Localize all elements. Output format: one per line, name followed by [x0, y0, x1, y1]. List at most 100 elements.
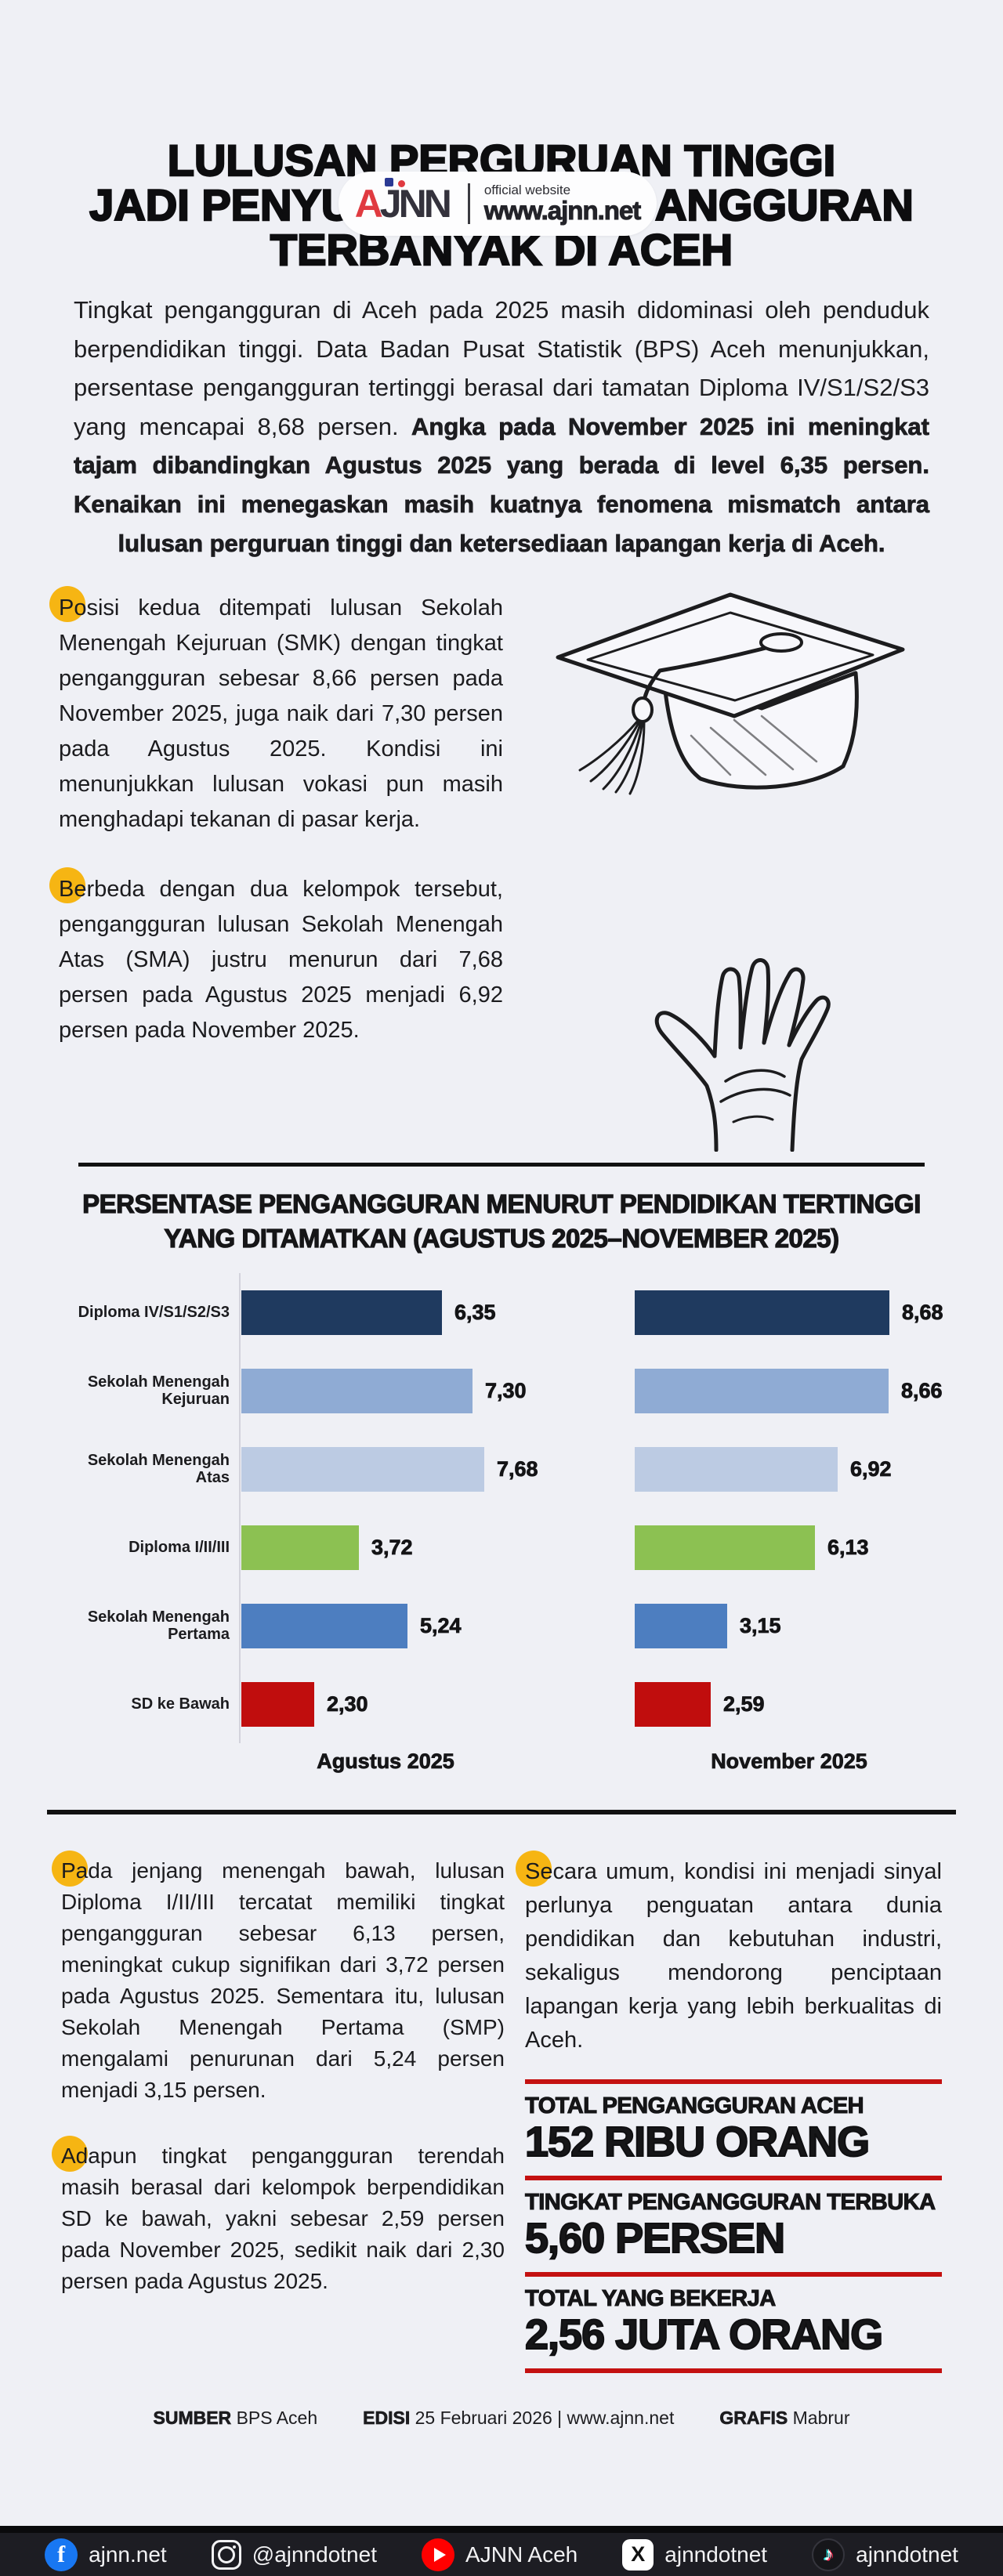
chart-title-line-2: YANG DITAMATKAN (AGUSTUS 2025–NOVEMBER 2… [164, 1224, 840, 1254]
logo-red-dot [397, 180, 405, 187]
bar-agustus [241, 1290, 442, 1335]
yellow-bullet-dot [49, 867, 85, 904]
chart-row: Diploma I/II/III 3,72 6,13 [51, 1508, 1003, 1587]
bullet-paragraph-sd: Adapun tingkat pengangguran terendah mas… [52, 2136, 505, 2297]
instagram-icon [211, 2539, 241, 2570]
bar-value: 6,92 [850, 1456, 892, 1481]
stat-value: 152 RIBU ORANG [524, 2118, 871, 2166]
chart-row: Sekolah Menengah Kejuruan 7,30 8,66 [51, 1351, 1003, 1431]
facebook-handle: ajnn.net [89, 2542, 167, 2567]
stat-tingkat-terbuka: TINGKAT PENGANGGURAN TERBUKA 5,60 PERSEN [524, 2176, 942, 2272]
chart-title: PERSENTASE PENGANGGURAN MENURUT PENDIDIK… [0, 1187, 1003, 1256]
panel-caption-agustus: Agustus 2025 [317, 1749, 454, 1774]
bar-november [635, 1681, 711, 1727]
chart-row: Sekolah Menengah Atas 7,68 6,92 [51, 1430, 1003, 1509]
bar-agustus [241, 1368, 473, 1413]
category-label: SD ke Bawah [131, 1695, 230, 1713]
tiktok-handle: ajnndotnet [856, 2542, 958, 2567]
bar-chart: Diploma IV/S1/S2/S3 6,35 8,68 Sekolah Me… [0, 1273, 1003, 1774]
category-label: Sekolah Menengah Kejuruan [87, 1373, 230, 1409]
section-divider-bottom [47, 1810, 956, 1815]
stat-label: TOTAL PENGANGGURAN ACEH [524, 2093, 864, 2119]
bar-value: 3,15 [740, 1613, 781, 1637]
credit-value: 25 Februari 2026 | www.ajnn.net [415, 2408, 675, 2429]
stat-label: TINGKAT PENGANGGURAN TERBUKA [524, 2190, 936, 2216]
social-x[interactable]: X ajnndotnet [622, 2538, 768, 2571]
social-facebook[interactable]: f ajnn.net [45, 2538, 167, 2571]
bar-november [635, 1525, 815, 1570]
yellow-bullet-dot [516, 1851, 552, 1887]
social-instagram[interactable]: @ajnndotnet [211, 2539, 377, 2570]
stat-total-pengangguran: TOTAL PENGANGGURAN ACEH 152 RIBU ORANG [524, 2079, 942, 2176]
youtube-handle: AJNN Aceh [465, 2542, 578, 2567]
stat-total-bekerja: TOTAL YANG BEKERJA 2,56 JUTA ORANG [524, 2272, 942, 2368]
stat-value: 5,60 PERSEN [524, 2215, 786, 2263]
intro-normal-text: Tingkat pengangguran di Aceh pada 2025 m… [74, 296, 929, 440]
bar-value: 6,13 [827, 1535, 869, 1559]
site-url[interactable]: www.ajnn.net [483, 195, 641, 225]
bar-value: 6,35 [454, 1300, 496, 1324]
infographic-page: { "page": { "background": "#eff0f5", "bu… [0, 137, 1003, 2576]
logo-divider [467, 183, 470, 224]
bar-value: 5,24 [420, 1613, 462, 1637]
bar-value: 8,68 [902, 1300, 943, 1324]
bar-value: 7,30 [485, 1378, 527, 1402]
stat-value: 2,56 JUTA ORANG [524, 2311, 884, 2359]
x-icon: X [622, 2538, 654, 2571]
logo-letters-jnn: JNN [379, 182, 452, 226]
graduation-cap-illustration [556, 592, 905, 795]
bullet-paragraph-smk: Posisi kedua ditempati lulusan Sekolah M… [49, 586, 503, 838]
credit-value: Mabrur [792, 2408, 850, 2429]
bullet-text: Pada jenjang menengah bawah, lulusan Dip… [61, 1858, 505, 2103]
bullet-paragraph-umum: Secara umum, kondisi ini menjadi sinyal … [516, 1851, 942, 2057]
bar-november [635, 1290, 889, 1335]
bar-value: 2,30 [327, 1691, 368, 1716]
bar-value: 2,59 [723, 1691, 765, 1716]
bullet-paragraph-diploma: Pada jenjang menengah bawah, lulusan Dip… [52, 1851, 505, 2106]
tiktok-icon: ♪ [812, 2538, 845, 2571]
logo-letter-a: A [354, 182, 383, 226]
yellow-bullet-dot [49, 586, 85, 623]
x-handle: ajnndotnet [664, 2542, 768, 2567]
ajnn-logo: AJNN [354, 178, 454, 226]
facebook-icon: f [45, 2538, 78, 2571]
stats-block: TOTAL PENGANGGURAN ACEH 152 RIBU ORANG T… [524, 2079, 942, 2374]
bullet-text: Adapun tingkat pengangguran terendah mas… [61, 2144, 505, 2294]
bar-agustus [241, 1603, 407, 1648]
social-footer-bar: f ajnn.net @ajnndotnet AJNN Aceh X ajnnd… [0, 2526, 1003, 2576]
youtube-icon [422, 2538, 455, 2571]
bar-november [635, 1603, 727, 1648]
category-label: Diploma IV/S1/S2/S3 [78, 1304, 230, 1322]
bullet-text: Secara umum, kondisi ini menjadi sinyal … [525, 1859, 942, 2053]
illustration-column [530, 591, 944, 1152]
logo-blue-dot [384, 178, 393, 186]
bar-value: 7,68 [497, 1456, 538, 1481]
bar-agustus [241, 1681, 314, 1727]
chart-title-line-1: PERSENTASE PENGANGGURAN MENURUT PENDIDIK… [81, 1189, 921, 1219]
yellow-bullet-dot [52, 2136, 88, 2173]
bullet-text: Berbeda dengan dua kelompok tersebut, pe… [59, 877, 503, 1044]
bar-agustus [241, 1525, 359, 1570]
category-label: Sekolah Menengah Pertama [87, 1608, 230, 1644]
bar-november [635, 1368, 889, 1413]
credit-label: SUMBER [153, 2408, 232, 2429]
intro-paragraph: Tingkat pengangguran di Aceh pada 2025 m… [74, 291, 930, 563]
credits-line: SUMBER BPS Aceh EDISI 25 Februari 2026 |… [0, 2408, 1003, 2429]
section-divider-top [78, 1163, 925, 1167]
social-youtube[interactable]: AJNN Aceh [422, 2538, 578, 2571]
bar-november [635, 1446, 838, 1492]
category-label: Sekolah Menengah Atas [87, 1452, 230, 1487]
chart-row: Sekolah Menengah Pertama 5,24 3,15 [51, 1586, 1003, 1666]
site-header-pill: AJNN official website www.ajnn.net [339, 172, 657, 236]
instagram-handle: @ajnndotnet [252, 2542, 377, 2567]
bullet-paragraph-sma: Berbeda dengan dua kelompok tersebut, pe… [49, 867, 503, 1048]
bullet-text: Posisi kedua ditempati lulusan Sekolah M… [59, 595, 503, 833]
credit-edisi: EDISI 25 Februari 2026 | www.ajnn.net [363, 2408, 675, 2429]
credit-label: GRAFIS [719, 2408, 788, 2429]
official-website-tagline: official website [483, 182, 571, 197]
bar-value: 8,66 [901, 1378, 943, 1402]
credit-value: BPS Aceh [236, 2408, 318, 2429]
open-hand-illustration [654, 958, 831, 1152]
stat-label: TOTAL YANG BEKERJA [524, 2286, 776, 2312]
social-tiktok[interactable]: ♪ ajnndotnet [812, 2538, 958, 2571]
